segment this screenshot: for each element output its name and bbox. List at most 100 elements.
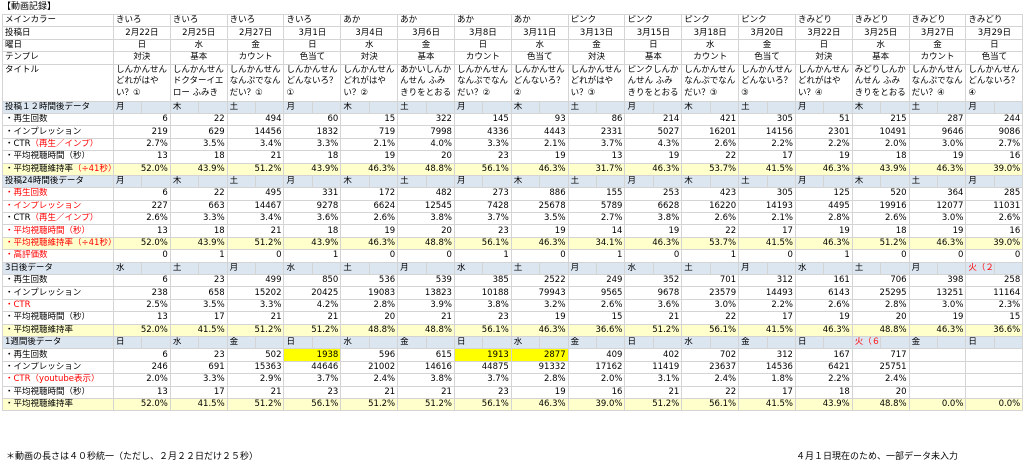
value-cell[interactable]: 19 xyxy=(340,224,399,238)
value-cell[interactable] xyxy=(908,360,967,375)
section-title[interactable]: 投稿24時間後データ xyxy=(2,174,114,189)
value-cell[interactable]: 46.3% xyxy=(510,323,569,338)
value-cell[interactable]: 60 xyxy=(283,112,342,127)
value-cell[interactable]: 3.9% xyxy=(397,298,455,313)
section-weekday-cell[interactable]: 月 xyxy=(624,174,654,189)
value-cell[interactable]: 0 xyxy=(738,249,796,263)
value-cell[interactable]: 2.6% xyxy=(681,212,740,226)
value-cell[interactable]: 51.2% xyxy=(340,397,399,412)
value-cell[interactable]: 41.5% xyxy=(738,323,796,338)
section-weekday-cell[interactable]: 水 xyxy=(624,261,654,276)
value-cell[interactable]: 79943 xyxy=(510,286,569,300)
section-weekday-cell[interactable]: 水 xyxy=(283,261,313,276)
value-cell[interactable]: 3.7% xyxy=(453,212,512,226)
value-cell[interactable]: 2.2% xyxy=(738,137,796,152)
value-cell[interactable]: 53.7% xyxy=(681,162,740,176)
value-cell[interactable]: 3.7% xyxy=(453,373,512,387)
section-weekday-cell[interactable] xyxy=(368,100,399,114)
date-cell[interactable]: 3月11日 xyxy=(510,26,569,40)
weekday-cell[interactable]: 日 xyxy=(624,38,683,53)
value-cell[interactable]: 21002 xyxy=(340,360,399,375)
creator-cell[interactable]: あか xyxy=(510,13,569,28)
value-cell[interactable]: 51.2% xyxy=(226,162,285,176)
section-weekday-cell[interactable] xyxy=(425,174,455,189)
value-cell[interactable]: 23 xyxy=(453,311,512,325)
value-cell[interactable]: 3.8% xyxy=(397,212,455,226)
value-cell[interactable]: 46.3% xyxy=(908,236,967,251)
section-weekday-cell[interactable]: 木 xyxy=(340,100,370,114)
value-cell[interactable]: 701 xyxy=(681,274,740,288)
date-cell[interactable]: 3月29日 xyxy=(965,26,1024,40)
value-cell[interactable]: 1938 xyxy=(283,348,342,362)
weekday-cell[interactable]: 金 xyxy=(738,38,796,53)
value-cell[interactable]: 1 xyxy=(567,249,626,263)
value-cell[interactable]: 312 xyxy=(738,348,796,362)
date-cell[interactable]: 3月13日 xyxy=(567,26,626,40)
value-cell[interactable]: 21 xyxy=(624,385,683,399)
section-weekday-cell[interactable]: 月 xyxy=(908,261,939,276)
creator-cell[interactable]: きいろ xyxy=(113,13,171,28)
value-cell[interactable]: 4495 xyxy=(794,199,853,214)
value-cell[interactable]: 0 xyxy=(226,249,285,263)
metric-label[interactable]: ・CTR（再生／インプ） xyxy=(2,212,114,226)
value-cell[interactable]: 244 xyxy=(965,112,1024,127)
creator-cell[interactable]: きみどり xyxy=(965,13,1024,28)
value-cell[interactable]: 17162 xyxy=(567,360,626,375)
section-weekday-cell[interactable]: 金 xyxy=(397,335,427,350)
value-cell[interactable]: 1 xyxy=(453,249,512,263)
section-weekday-cell[interactable] xyxy=(482,261,512,276)
section-weekday-cell[interactable] xyxy=(936,335,967,350)
value-cell[interactable]: 17 xyxy=(738,150,796,164)
date-cell[interactable]: 2月27日 xyxy=(226,26,285,40)
section-weekday-cell[interactable]: 土 xyxy=(397,174,427,189)
value-cell[interactable]: 2.0% xyxy=(113,373,171,387)
section-weekday-cell[interactable] xyxy=(993,100,1024,114)
date-cell[interactable]: 2月22日 xyxy=(113,26,171,40)
section-weekday-cell[interactable] xyxy=(652,335,683,350)
value-cell[interactable]: 3.0% xyxy=(908,298,967,313)
value-cell[interactable]: 2.6% xyxy=(794,298,853,313)
value-cell[interactable]: 56.1% xyxy=(453,323,512,338)
value-cell[interactable]: 2.5% xyxy=(113,298,171,313)
value-cell[interactable]: 18 xyxy=(169,150,228,164)
value-cell[interactable]: 56.1% xyxy=(453,236,512,251)
section-weekday-cell[interactable] xyxy=(368,261,399,276)
creator-cell[interactable]: きいろ xyxy=(283,13,342,28)
value-cell[interactable]: 3.4% xyxy=(226,137,285,152)
value-cell[interactable]: 23 xyxy=(169,274,228,288)
weekday-cell[interactable]: 水 xyxy=(169,38,228,53)
section-weekday-cell[interactable]: 月 xyxy=(283,174,313,189)
value-cell[interactable]: 219 xyxy=(113,125,171,139)
value-cell[interactable]: 3.6% xyxy=(283,212,342,226)
value-cell[interactable]: 22 xyxy=(681,224,740,238)
value-cell[interactable]: 3.0% xyxy=(681,298,740,313)
creator-cell[interactable]: ピンク xyxy=(567,13,626,28)
value-cell[interactable]: 51.2% xyxy=(397,397,455,412)
section-weekday-cell[interactable]: 火（６日後） xyxy=(851,335,882,350)
section-weekday-cell[interactable] xyxy=(993,261,1024,276)
section-weekday-cell[interactable]: 木 xyxy=(169,100,200,114)
metric-label[interactable]: ・平均視聴時間（秒） xyxy=(2,150,114,164)
section-weekday-cell[interactable]: 火（２日後） xyxy=(965,261,995,276)
section-weekday-cell[interactable] xyxy=(482,335,512,350)
weekday-cell[interactable]: 水 xyxy=(340,38,399,53)
value-cell[interactable]: 398 xyxy=(908,274,967,288)
header-label-video-title[interactable]: タイトル xyxy=(2,63,114,102)
value-cell[interactable]: 2.7% xyxy=(113,137,171,152)
value-cell[interactable]: 21 xyxy=(340,385,399,399)
section-weekday-cell[interactable] xyxy=(596,261,626,276)
section-weekday-cell[interactable]: 木 xyxy=(340,174,370,189)
value-cell[interactable]: 19 xyxy=(794,224,853,238)
value-cell[interactable]: 691 xyxy=(169,360,228,375)
section-weekday-cell[interactable]: 月 xyxy=(794,100,825,114)
creator-cell[interactable]: きいろ xyxy=(226,13,285,28)
section-weekday-cell[interactable]: 土 xyxy=(510,261,541,276)
value-cell[interactable]: 18 xyxy=(851,150,910,164)
value-cell[interactable]: 36.6% xyxy=(965,323,1024,338)
value-cell[interactable]: 46.3% xyxy=(624,236,683,251)
value-cell[interactable]: 629 xyxy=(169,125,228,139)
value-cell[interactable]: 0 xyxy=(113,249,171,263)
section-weekday-cell[interactable]: 日 xyxy=(112,335,143,350)
value-cell[interactable]: 91332 xyxy=(510,360,569,375)
value-cell[interactable]: 9086 xyxy=(965,125,1024,139)
